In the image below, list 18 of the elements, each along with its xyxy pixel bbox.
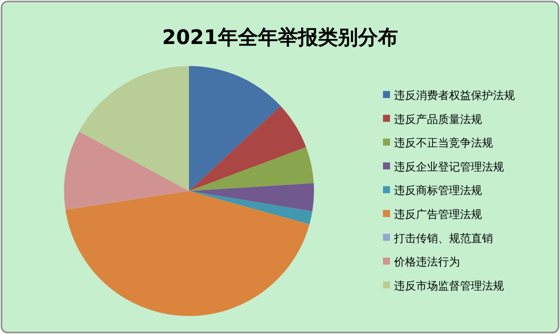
pie-slice [189, 191, 312, 224]
legend-label: 违反企业登记管理法规 [394, 160, 504, 174]
chart-title: 2021年全年举报类别分布 [162, 25, 398, 49]
pie-slice [189, 147, 314, 191]
pie-slice [189, 66, 281, 191]
pie-slice [65, 191, 310, 316]
legend-label: 违反不正当竞争法规 [394, 136, 493, 150]
legend-label: 违反消费者权益保护法规 [394, 89, 515, 102]
legend-label: 打击传销、规范直销 [393, 232, 493, 245]
legend-label: 违反产品质量法规 [394, 112, 482, 126]
pie-slice [189, 106, 306, 191]
pie-slice [189, 183, 314, 212]
legend-label: 价格违法行为 [393, 256, 460, 269]
pie-slice [79, 66, 189, 191]
legend-label: 违反商标管理法规 [394, 184, 482, 198]
legend-label: 违反广告管理法规 [394, 208, 482, 221]
pie-slice [64, 131, 189, 210]
legend-label: 违反市场监督管理法规 [394, 279, 504, 292]
